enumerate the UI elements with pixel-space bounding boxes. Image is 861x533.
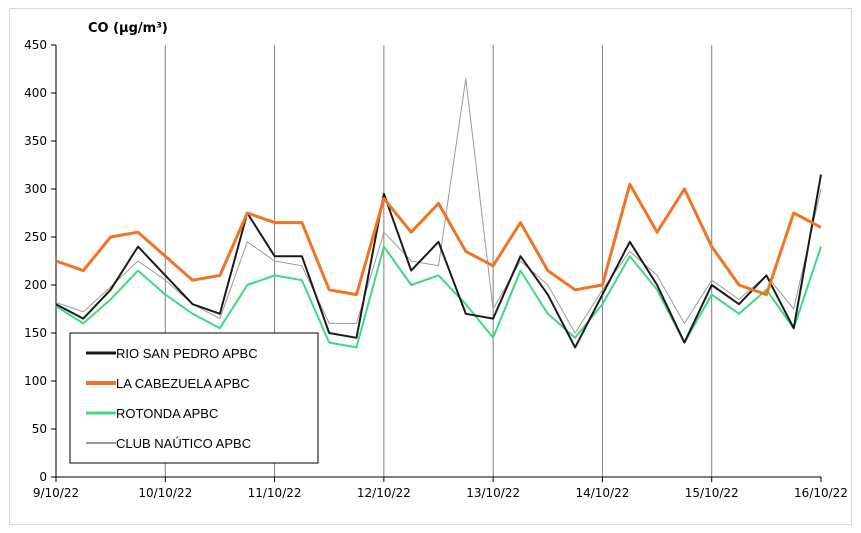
y-tick-label: 450 — [24, 38, 47, 52]
y-tick-label: 350 — [24, 134, 47, 148]
legend-box — [69, 332, 319, 464]
y-tick-label: 400 — [24, 86, 47, 100]
legend-label-4: CLUB NAÚTICO APBC — [116, 436, 251, 451]
x-tick-label: 13/10/22 — [466, 486, 520, 500]
x-tick-label: 15/10/22 — [685, 486, 739, 500]
y-tick-label: 150 — [24, 326, 47, 340]
x-tick-label: 11/10/22 — [248, 486, 302, 500]
y-tick-label: 250 — [24, 230, 47, 244]
y-tick-label: 300 — [24, 182, 47, 196]
x-tick-label: 16/10/22 — [794, 486, 848, 500]
y-tick-label: 0 — [39, 470, 47, 484]
chart-frame — [9, 8, 852, 525]
series-line-3 — [55, 245, 822, 349]
legend-label-2: LA CABEZUELA APBC — [116, 376, 250, 391]
y-tick-label: 200 — [24, 278, 47, 292]
series-line-4 — [55, 78, 822, 334]
series-line-2 — [55, 182, 822, 297]
x-tick-label: 9/10/22 — [33, 486, 79, 500]
x-tick-label: 12/10/22 — [357, 486, 411, 500]
plot-area: 9/10/22 10/10/22 11/10/22 12/10/22 13/10/22 1… — [24, 38, 848, 500]
x-tick-label: 14/10/22 — [575, 486, 629, 500]
legend-label-3: ROTONDA APBC — [116, 406, 218, 421]
x-tick-label: 10/10/22 — [138, 486, 192, 500]
legend-label-1: RIO SAN PEDRO APBC — [116, 346, 258, 361]
series-line-1 — [55, 174, 822, 349]
chart-title: CO (µg/m³) — [88, 21, 168, 36]
y-tick-label: 50 — [32, 422, 47, 436]
y-tick-label: 100 — [24, 374, 47, 388]
legend: RIO SAN PEDRO APBC LA CABEZUELA APBC ROTON… — [69, 332, 319, 464]
